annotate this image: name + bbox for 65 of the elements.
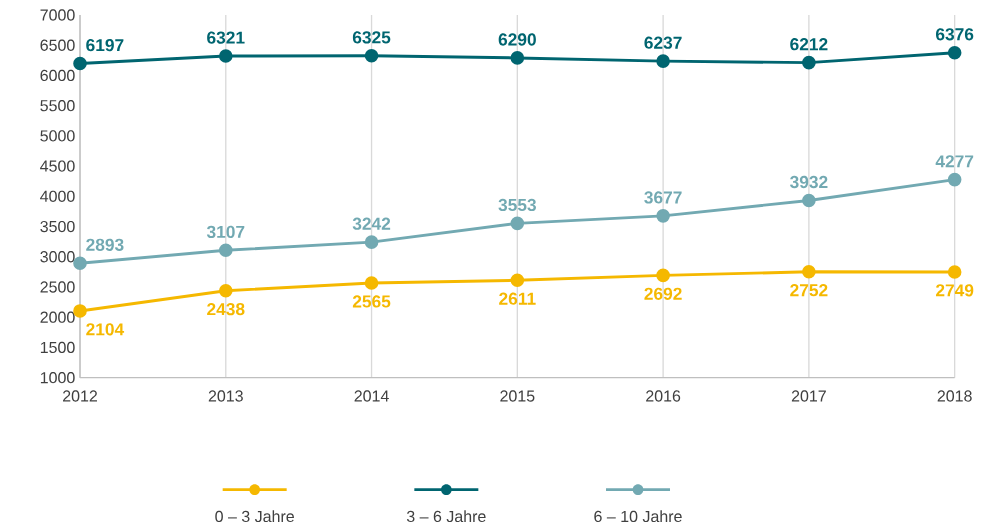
point	[218, 49, 233, 63]
data-label: 3553	[498, 198, 536, 212]
x-tick-label: 2014	[354, 390, 389, 402]
data-label: 2692	[644, 287, 682, 300]
data-label: 6376	[936, 28, 974, 41]
point	[364, 276, 379, 290]
legend-label: 6 – 10 Jahre	[594, 510, 682, 523]
point	[73, 56, 87, 71]
data-label: 3242	[352, 217, 391, 230]
point	[510, 273, 525, 288]
point	[364, 235, 379, 249]
y-tick-label: 2000	[40, 311, 75, 323]
point	[802, 193, 816, 208]
point	[73, 304, 87, 318]
data-label: 2565	[352, 295, 391, 308]
point	[510, 51, 525, 65]
point	[802, 55, 816, 70]
point	[656, 268, 670, 283]
data-label: 3932	[790, 175, 828, 189]
point	[656, 54, 670, 68]
y-tick-label: 4500	[40, 160, 75, 172]
y-tick-label: 1000	[40, 372, 75, 384]
data-label: 6321	[207, 31, 245, 44]
y-tick-label: 6000	[40, 69, 75, 82]
data-label: 2893	[86, 238, 124, 251]
x-tick-label: 2012	[63, 390, 97, 402]
y-tick-label: 6500	[40, 39, 75, 51]
data-label: 2752	[790, 284, 828, 297]
data-label: 2438	[207, 303, 245, 316]
x-tick-label: 2018	[937, 390, 972, 402]
point	[218, 283, 233, 298]
x-tick-label: 2016	[646, 390, 681, 402]
legend-label: 0 – 3 Jahre	[215, 510, 294, 523]
point	[218, 243, 233, 258]
data-label: 6290	[498, 33, 536, 46]
point	[802, 264, 816, 279]
y-tick-label: 4000	[40, 190, 75, 202]
point	[364, 48, 379, 63]
data-label: 3677	[644, 191, 682, 204]
y-tick-label: 2500	[40, 281, 75, 293]
data-label: 6212	[790, 38, 828, 51]
x-tick-label: 2017	[791, 390, 826, 402]
y-tick-label: 1500	[40, 341, 75, 354]
data-label: 2104	[86, 323, 125, 336]
data-label: 3107	[206, 225, 245, 239]
x-tick-label: 2013	[208, 390, 243, 402]
y-tick-label: 5500	[40, 100, 75, 112]
point	[656, 209, 670, 223]
point	[510, 216, 525, 231]
point	[947, 265, 962, 279]
legend-label: 3 – 6 Jahre	[406, 510, 486, 523]
y-tick-label: 7000	[40, 9, 75, 21]
x-tick-label: 2015	[500, 390, 535, 402]
data-label: 6325	[352, 31, 391, 44]
y-tick-label: 5000	[40, 130, 75, 142]
point	[947, 172, 962, 187]
y-tick-label: 3000	[40, 251, 75, 263]
data-label: 4277	[935, 155, 974, 168]
point	[947, 45, 962, 60]
data-label: 6237	[644, 36, 682, 49]
y-tick-label: 3500	[40, 220, 75, 233]
data-label: 2749	[935, 284, 974, 297]
data-label: 2611	[499, 292, 536, 305]
point	[73, 256, 87, 271]
data-label: 6197	[86, 38, 124, 52]
